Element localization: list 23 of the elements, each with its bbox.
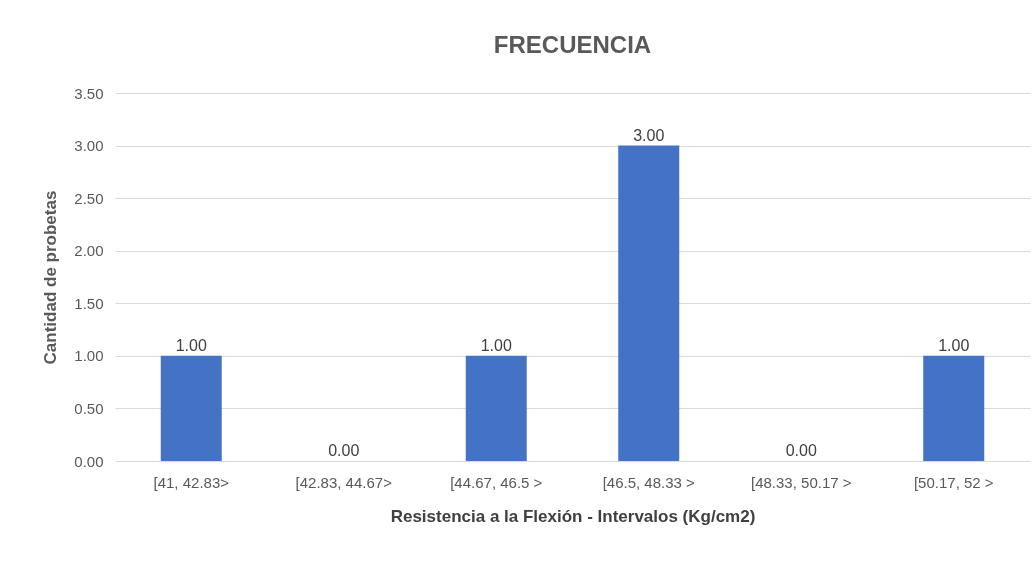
x-axis-title: Resistencia a la Flexión - Intervalos (Kg/cm2) bbox=[390, 506, 756, 526]
x-tick-label: [42.83, 44.67> bbox=[295, 473, 393, 491]
data-label: 1.00 bbox=[175, 336, 207, 354]
y-tick-label: 1.50 bbox=[74, 294, 104, 312]
data-label: 0.00 bbox=[785, 442, 817, 459]
y-tick-label: 2.00 bbox=[74, 242, 104, 260]
data-label: 0.00 bbox=[328, 442, 360, 459]
y-tick-label: 0.50 bbox=[74, 399, 104, 417]
data-label: 3.00 bbox=[633, 126, 665, 144]
data-label: 1.00 bbox=[480, 336, 512, 354]
x-tick-label: [50.17, 52 > bbox=[913, 473, 994, 491]
y-tick-label: 3.00 bbox=[74, 137, 104, 155]
y-tick-label: 0.00 bbox=[74, 452, 104, 470]
x-tick-label: [44.67, 46.5 > bbox=[450, 473, 543, 491]
y-tick-label: 1.00 bbox=[74, 347, 104, 365]
y-tick-label: 2.50 bbox=[74, 189, 104, 207]
y-axis-title: Cantidad de probetas bbox=[41, 190, 61, 365]
x-tick-label: [46.5, 48.33 > bbox=[602, 473, 696, 491]
chart-title: FRECUENCIA bbox=[493, 31, 652, 58]
x-tick-label: [41, 42.83> bbox=[153, 473, 230, 491]
y-tick-label: 3.50 bbox=[74, 84, 104, 102]
data-label: 1.00 bbox=[938, 336, 970, 354]
x-tick-label: [48.33, 50.17 > bbox=[750, 473, 852, 491]
